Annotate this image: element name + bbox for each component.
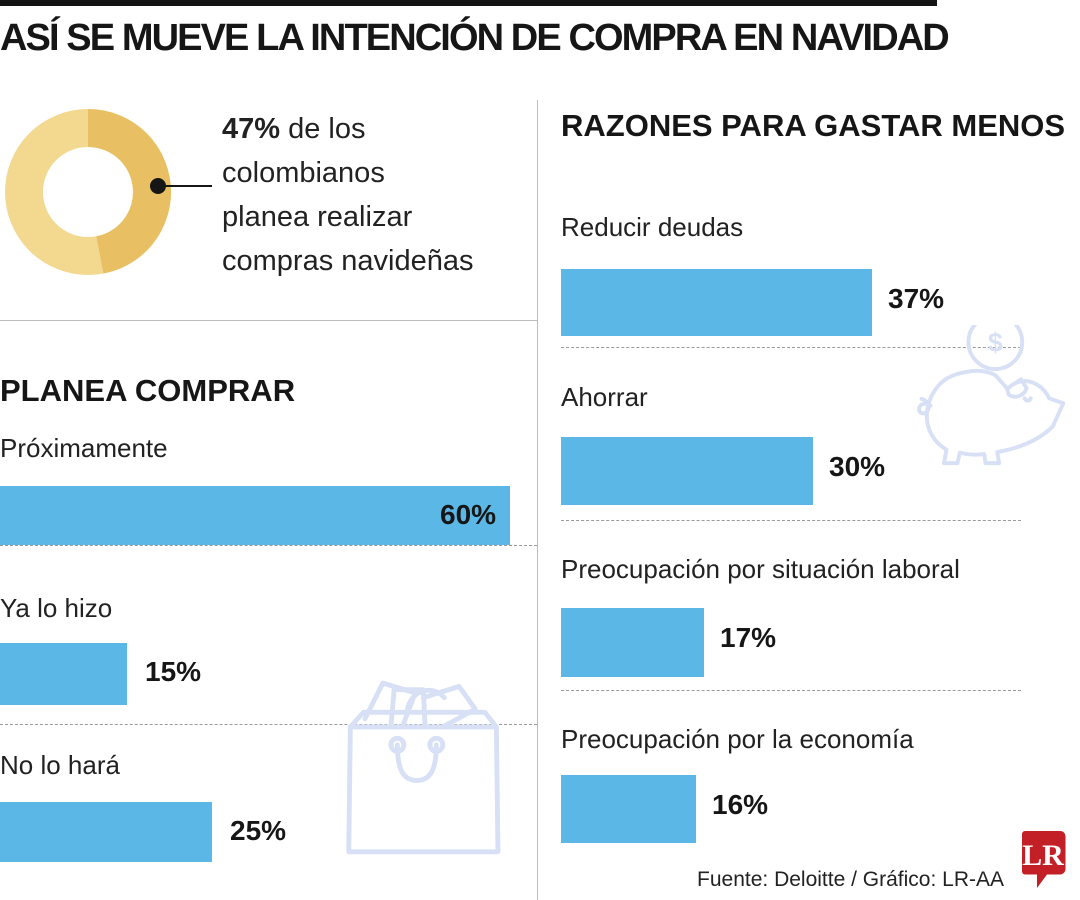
svg-text:$: $ <box>988 327 1003 357</box>
svg-text:LR: LR <box>1022 839 1064 872</box>
